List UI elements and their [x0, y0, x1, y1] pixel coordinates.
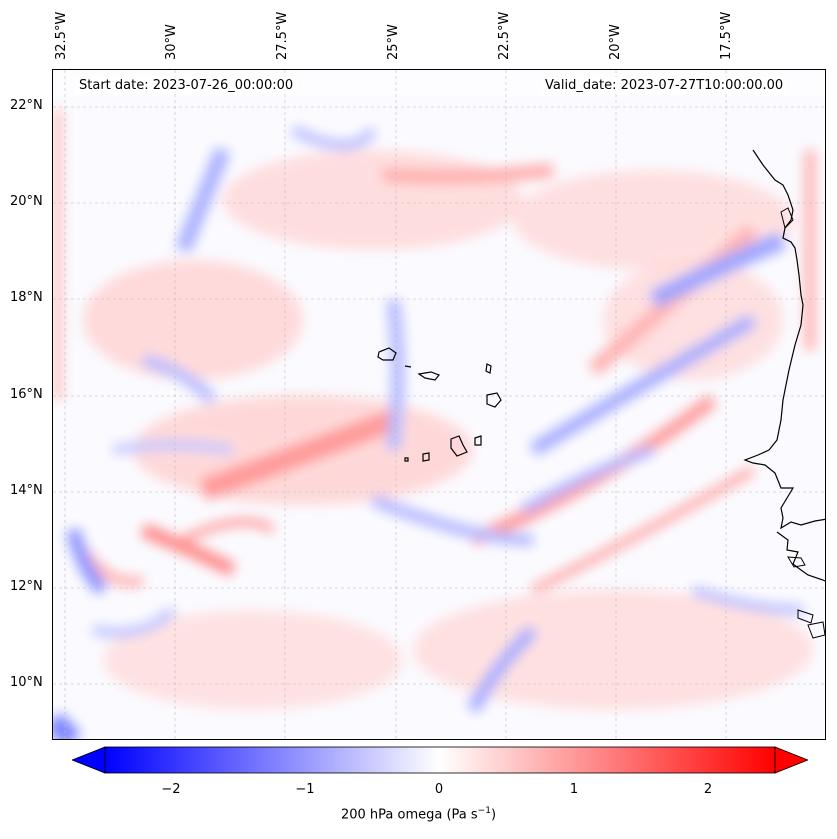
lon-label: 22.5°W [497, 11, 512, 60]
lat-label: 14°N [10, 483, 43, 498]
colorbar-tick: −2 [161, 782, 181, 797]
colorbar-title-exponent: −1 [477, 806, 491, 816]
colorbar-title-text: 200 hPa omega (Pa s [340, 807, 478, 823]
colorbar-max-arrow [774, 746, 808, 774]
omega-field-map [53, 70, 825, 739]
colorbar-min-arrow [72, 746, 106, 774]
colorbar-title: 200 hPa omega (Pa s−1) [0, 806, 837, 822]
lon-label: 25°W [386, 24, 401, 60]
map-panel [52, 69, 826, 740]
colorbar-gradient [104, 746, 776, 774]
lon-label: 32.5°W [54, 11, 69, 60]
lat-label: 22°N [10, 98, 43, 113]
lon-label: 20°W [608, 24, 623, 60]
valid-date-label: Valid_date: 2023-07-27T10:00:00.00 [541, 77, 788, 94]
colorbar-title-end: ) [490, 807, 497, 823]
start-date-label: Start date: 2023-07-26_00:00:00 [75, 77, 298, 94]
colorbar [72, 746, 808, 774]
colorbar-tick: 0 [434, 782, 444, 797]
lat-label: 16°N [10, 387, 43, 402]
colorbar-tick: −1 [295, 782, 315, 797]
cape-verde-islands [377, 347, 502, 462]
lat-label: 18°N [10, 290, 43, 305]
lat-label: 12°N [10, 579, 43, 594]
gridlines [53, 70, 825, 739]
lon-label: 30°W [164, 24, 179, 60]
colorbar-tick: 2 [703, 782, 713, 797]
lat-label: 10°N [10, 675, 43, 690]
lat-label: 20°N [10, 194, 43, 209]
lon-label: 17.5°W [719, 11, 734, 60]
coastline-west-africa [743, 149, 825, 530]
colorbar-tick: 1 [569, 782, 579, 797]
omega-field [53, 110, 816, 739]
lon-label: 27.5°W [275, 11, 290, 60]
